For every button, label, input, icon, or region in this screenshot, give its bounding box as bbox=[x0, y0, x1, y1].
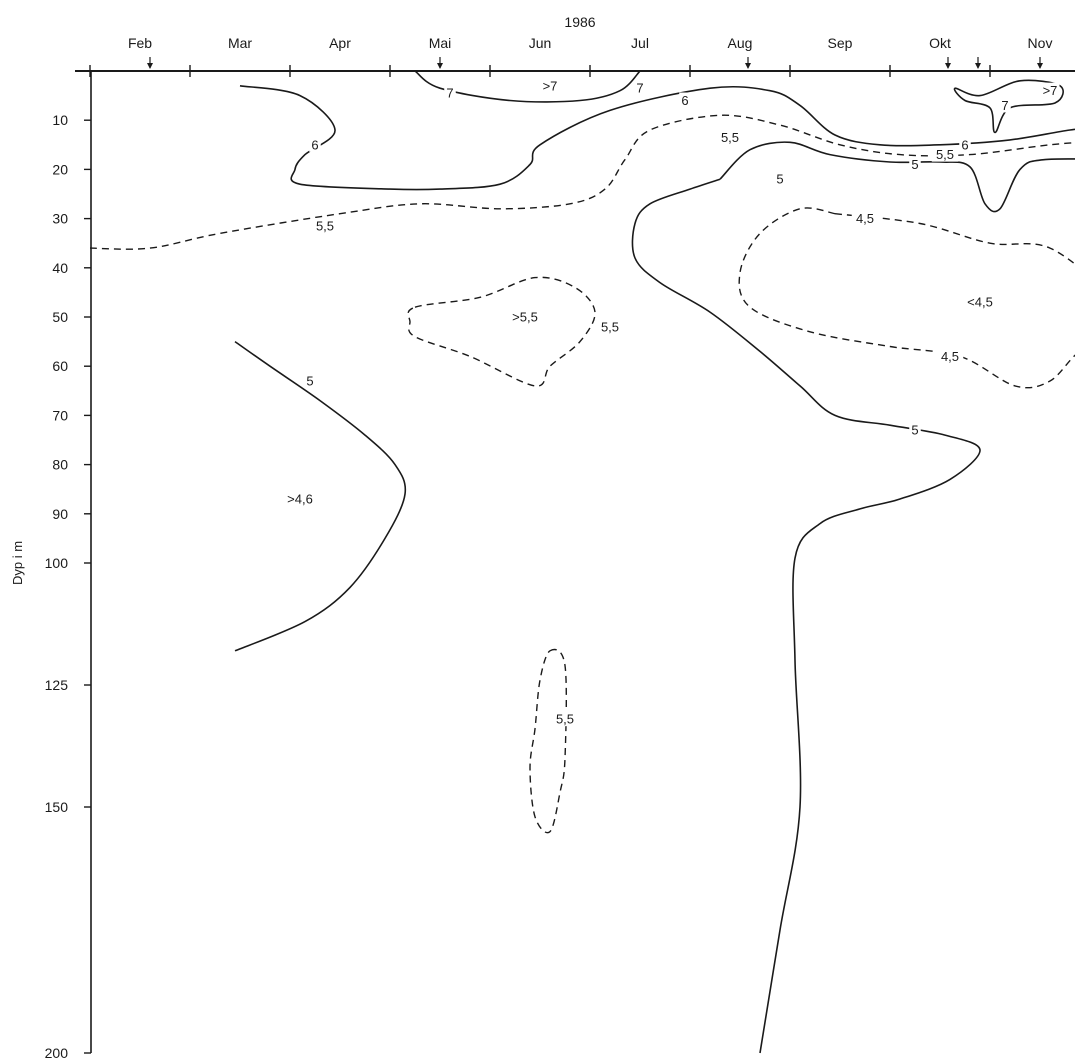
contour-label: >7 bbox=[1043, 83, 1058, 98]
y-tick-label: 80 bbox=[52, 457, 68, 473]
contour-layer bbox=[89, 70, 1075, 1054]
contour-label: 6 bbox=[681, 93, 688, 108]
contour-label-backing bbox=[444, 85, 456, 101]
contour-label: 5,5 bbox=[316, 218, 334, 233]
contour-label-backing bbox=[931, 146, 959, 162]
contour-label-backing bbox=[679, 92, 691, 108]
contour-label-backing bbox=[716, 129, 744, 145]
month-label: Nov bbox=[1028, 35, 1053, 51]
contour-label-backing bbox=[311, 217, 339, 233]
contour-label-backing bbox=[999, 97, 1011, 113]
contour-label: 7 bbox=[1001, 98, 1008, 113]
y-tick-label: 30 bbox=[52, 211, 68, 227]
contour-label-backing bbox=[774, 171, 786, 187]
contour-label-backing bbox=[963, 294, 997, 310]
contour-line bbox=[529, 648, 568, 834]
contour-label-backing bbox=[540, 77, 560, 93]
sampling-arrow-head bbox=[437, 63, 443, 69]
contour-line bbox=[834, 213, 1075, 265]
contour-label: 5,5 bbox=[601, 319, 619, 334]
contour-label-backing bbox=[508, 309, 542, 324]
contour-label: >4,6 bbox=[287, 492, 313, 507]
contour-line bbox=[414, 70, 641, 103]
month-label: Apr bbox=[329, 35, 351, 51]
month-label: Okt bbox=[929, 35, 951, 51]
month-label: Jul bbox=[631, 35, 649, 51]
y-tick-label: 70 bbox=[52, 407, 68, 423]
contour-label: 5 bbox=[306, 373, 313, 388]
month-label: Feb bbox=[128, 35, 152, 51]
contour-label-backing bbox=[936, 348, 964, 364]
contour-label: 6 bbox=[961, 137, 968, 152]
y-tick-label: 100 bbox=[45, 555, 69, 571]
contour-label: >7 bbox=[543, 78, 558, 93]
contour-label-backing bbox=[851, 210, 879, 226]
contour-label: 5,5 bbox=[936, 147, 954, 162]
contour-label-backing bbox=[283, 491, 317, 507]
month-label: Sep bbox=[828, 35, 853, 51]
y-tick-label: 10 bbox=[52, 112, 68, 128]
contour-line bbox=[631, 178, 981, 1054]
contour-label: >5,5 bbox=[512, 310, 538, 325]
contour-label: 7 bbox=[636, 81, 643, 96]
y-tick-label: 90 bbox=[52, 506, 68, 522]
tick-layer: Feb Mar Apr Mai Jun Jul Aug Sep Okt Nov 10 20 30 40 50… bbox=[45, 35, 1053, 1061]
contour-label: 5 bbox=[911, 157, 918, 172]
contour-label-backing bbox=[551, 711, 579, 727]
contour-line bbox=[89, 114, 1075, 250]
contour-label-backing bbox=[304, 372, 316, 388]
y-tick-label: 50 bbox=[52, 309, 68, 325]
contour-line bbox=[239, 85, 1075, 191]
contour-line bbox=[719, 141, 1075, 213]
contour-label: 7 bbox=[446, 86, 453, 101]
contour-label: 5 bbox=[776, 172, 783, 187]
month-label: Mar bbox=[228, 35, 252, 51]
y-tick-label: 40 bbox=[52, 260, 68, 276]
y-axis-title: Dyp i m bbox=[10, 541, 25, 585]
sampling-arrow-head bbox=[945, 63, 951, 69]
contour-label: 5 bbox=[911, 423, 918, 438]
contour-label: 5,5 bbox=[721, 130, 739, 145]
contour-label: <4,5 bbox=[967, 295, 993, 310]
y-tick-label: 150 bbox=[45, 799, 69, 815]
contour-line bbox=[234, 340, 407, 652]
month-label: Mai bbox=[429, 35, 452, 51]
y-tick-label: 125 bbox=[45, 677, 69, 693]
month-label: Aug bbox=[728, 35, 753, 51]
chart-title: 1986 bbox=[564, 14, 595, 30]
contour-line bbox=[953, 79, 1064, 134]
contour-line bbox=[738, 207, 1075, 389]
contour-label: 4,5 bbox=[941, 349, 959, 364]
contour-line bbox=[407, 276, 596, 387]
contour-label-backing bbox=[634, 80, 646, 96]
contour-label-backing bbox=[959, 136, 971, 152]
contour-label-backing bbox=[596, 318, 624, 334]
contour-label-layer: 7 >7 7 7 >7 6 6 6 5,5 5,5 5,5 5 5 4,5 <4,5 >5,5 5,5 4,5 5 5… bbox=[283, 77, 1060, 727]
month-label: Jun bbox=[529, 35, 552, 51]
contour-label-backing bbox=[909, 422, 921, 438]
y-tick-label: 200 bbox=[45, 1045, 69, 1061]
sampling-arrow-head bbox=[975, 63, 981, 69]
contour-label: 6 bbox=[311, 137, 318, 152]
sampling-arrow-head bbox=[147, 63, 153, 69]
y-tick-label: 60 bbox=[52, 358, 68, 374]
contour-label: 4,5 bbox=[856, 211, 874, 226]
contour-label-backing bbox=[309, 136, 321, 152]
sampling-arrow-head bbox=[1037, 63, 1043, 69]
sampling-arrow-head bbox=[745, 63, 751, 69]
contour-label: 5,5 bbox=[556, 712, 574, 727]
y-tick-label: 20 bbox=[52, 161, 68, 177]
contour-label-backing bbox=[1040, 82, 1060, 98]
contour-label-backing bbox=[909, 156, 921, 172]
